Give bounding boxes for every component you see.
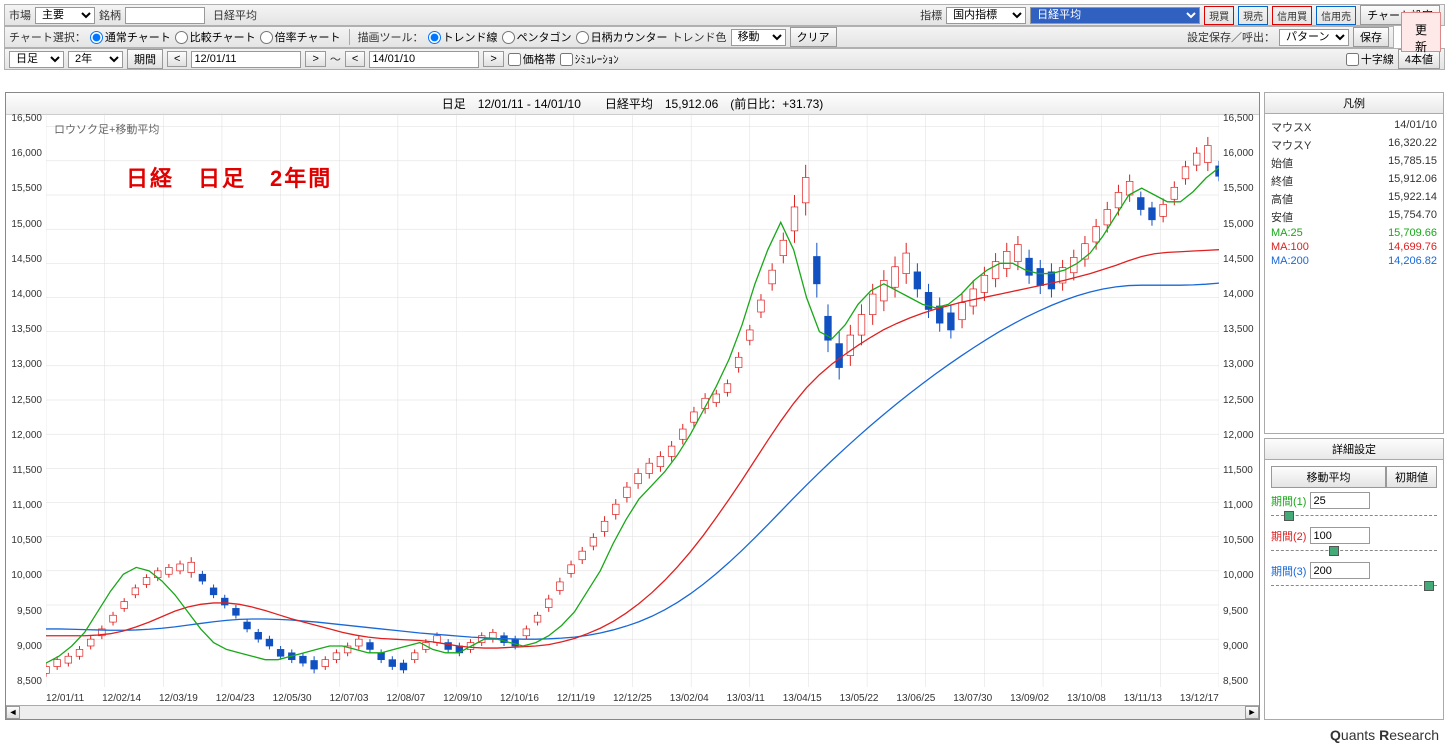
btn-clear[interactable]: クリア (790, 27, 837, 47)
pattern-select[interactable]: パターン1 (1279, 29, 1349, 46)
btn-from-next[interactable]: > (305, 51, 325, 67)
btn-credsell[interactable]: 信用売 (1316, 6, 1356, 25)
tab-ma[interactable]: 移動平均 (1271, 466, 1386, 488)
radio-hisoku[interactable]: 日柄カウンター (576, 29, 668, 45)
y-axis-left: 16,50016,00015,50015,00014,50014,00013,5… (6, 113, 44, 687)
side-panel: 凡例 マウスX14/01/10マウスY16,320.22始値15,785.15終… (1264, 92, 1444, 720)
chart-canvas[interactable]: 16,50016,00015,50015,00014,50014,00013,5… (6, 113, 1259, 687)
trend-color-label: トレンド色 (672, 29, 727, 45)
chart-select-label: チャート選択： (9, 29, 86, 45)
radio-pentagon[interactable]: ペンタゴン (502, 29, 572, 45)
p3-label: 期間(3) (1271, 563, 1306, 579)
chart-svg (46, 113, 1219, 687)
stock-label: 銘柄 (99, 7, 121, 23)
p2-slider[interactable] (1271, 546, 1437, 556)
draw-label: 描画ツール： (358, 29, 424, 45)
toolbar-row-1: 市場 主要 銘柄 日経平均 指標 国内指標 日経平均 現買 現売 信用買 信用売… (4, 4, 1445, 26)
x-axis: 12/01/1112/02/1412/03/1912/04/2312/05/30… (46, 693, 1219, 704)
btn-save[interactable]: 保存 (1353, 27, 1389, 47)
scroll-left-icon[interactable]: ◄ (6, 706, 20, 719)
cb-crosshair[interactable]: 十字線 (1346, 51, 1394, 67)
chart-overlay-title: 日経 日足 2年間 (126, 161, 332, 193)
legend-body: マウスX14/01/10マウスY16,320.22始値15,785.15終値15… (1264, 114, 1444, 434)
btn-credbuy[interactable]: 信用買 (1272, 6, 1312, 25)
btn-genbuy[interactable]: 現買 (1204, 6, 1234, 25)
stock-input[interactable] (125, 7, 205, 24)
market-label: 市場 (9, 7, 31, 23)
span-select[interactable]: 2年 (68, 51, 123, 68)
toolbar-row-2: チャート選択： 通常チャート 比較チャート 倍率チャート 描画ツール： トレンド… (4, 26, 1394, 48)
radio-trend[interactable]: トレンド線 (428, 29, 498, 45)
btn-to-prev[interactable]: < (345, 51, 365, 67)
chart-note: ロウソク足+移動平均 (54, 121, 159, 137)
p1-label: 期間(1) (1271, 493, 1306, 509)
btn-update[interactable]: 更新 (1401, 12, 1441, 52)
settings-title: 詳細設定 (1264, 438, 1444, 460)
ashi-select[interactable]: 日足 (9, 51, 64, 68)
toolbar-row-3: 日足 2年 期間 < > ～ < > 価格帯 ｼﾐｭﾚｰｼｮﾝ 十字線 4本値 (4, 48, 1445, 70)
radio-ratio[interactable]: 倍率チャート (260, 29, 341, 45)
date-to[interactable] (369, 51, 479, 68)
trend-mode-select[interactable]: 移動 (731, 29, 786, 46)
y-axis-right: 16,50016,00015,50015,00014,50014,00013,5… (1221, 113, 1259, 687)
main-area: 日足 12/01/11 - 14/01/10 日経平均 15,912.06 (前… (5, 92, 1444, 720)
p3-input[interactable] (1310, 562, 1370, 579)
btn-period[interactable]: 期間 (127, 49, 163, 69)
indicator-select[interactable]: 国内指標 (946, 7, 1026, 24)
scroll-right-icon[interactable]: ► (1245, 706, 1259, 719)
settings-body: 移動平均 初期値 期間(1) 期間(2) 期間(3) (1264, 460, 1444, 720)
market-select[interactable]: 主要 (35, 7, 95, 24)
btn-next[interactable]: > (483, 51, 503, 67)
btn-gensell[interactable]: 現売 (1238, 6, 1268, 25)
p1-input[interactable] (1310, 492, 1370, 509)
chart-header: 日足 12/01/11 - 14/01/10 日経平均 15,912.06 (前… (6, 93, 1259, 115)
chart-container: 日足 12/01/11 - 14/01/10 日経平均 15,912.06 (前… (5, 92, 1260, 720)
p2-label: 期間(2) (1271, 528, 1306, 544)
btn-prev[interactable]: < (167, 51, 187, 67)
stock-name: 日経平均 (213, 7, 257, 23)
p2-input[interactable] (1310, 527, 1370, 544)
h-scrollbar[interactable]: ◄ ► (6, 705, 1259, 719)
radio-compare[interactable]: 比較チャート (175, 29, 256, 45)
cb-simulation[interactable]: ｼﾐｭﾚｰｼｮﾝ (560, 51, 619, 67)
p1-slider[interactable] (1271, 511, 1437, 521)
save-label: 設定保存／呼出： (1187, 29, 1275, 45)
date-from[interactable] (191, 51, 301, 68)
tab-reset[interactable]: 初期値 (1386, 466, 1437, 488)
radio-normal[interactable]: 通常チャート (90, 29, 171, 45)
cb-priceband[interactable]: 価格帯 (508, 51, 556, 67)
p3-slider[interactable] (1271, 581, 1437, 591)
legend-title: 凡例 (1264, 92, 1444, 114)
indicator-label: 指標 (920, 7, 942, 23)
symbol-select[interactable]: 日経平均 (1030, 7, 1200, 24)
